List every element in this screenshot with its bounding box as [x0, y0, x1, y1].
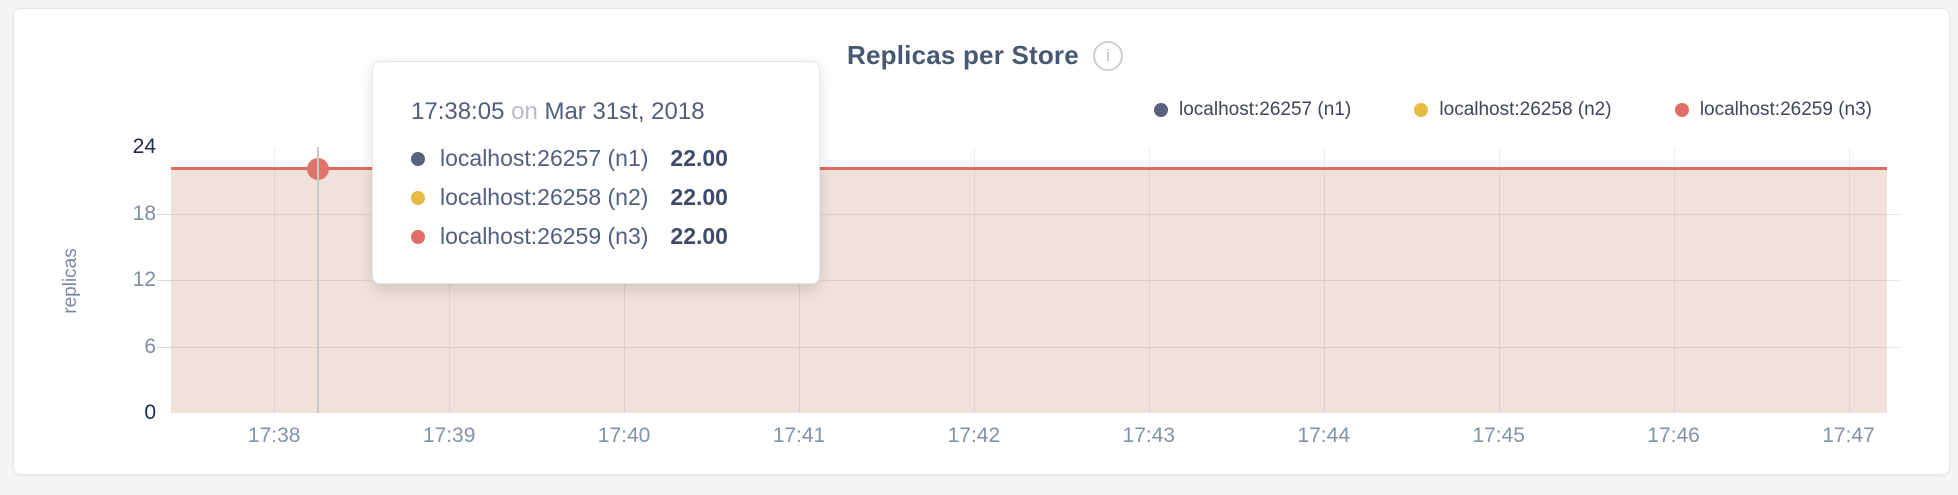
legend-label: localhost:26258 (n2): [1439, 99, 1612, 120]
tooltip-row: localhost:26257 (n1) 22.00: [411, 139, 789, 178]
tooltip-row: localhost:26259 (n3) 22.00: [411, 217, 789, 256]
x-tick-label: 17:46: [1647, 424, 1700, 447]
hover-crosshair-line: [316, 147, 319, 413]
legend-item[interactable]: localhost:26258 (n2): [1414, 99, 1612, 121]
x-tick-label: 17:43: [1122, 424, 1176, 447]
chart-card: Replicas per Store i localhost:26257 (n1…: [13, 8, 1950, 475]
y-axis-labels: 0 6 12 18 24: [66, 9, 156, 495]
legend-label: localhost:26257 (n1): [1179, 99, 1352, 120]
chart-tooltip: 17:38:05 on Mar 31st, 2018 localhost:262…: [372, 61, 820, 284]
y-tick-mark: [157, 280, 171, 281]
legend-item[interactable]: localhost:26257 (n1): [1154, 99, 1351, 121]
y-gridline: [171, 280, 1902, 281]
x-gridline: [1323, 147, 1325, 413]
tooltip-row: localhost:26258 (n2) 22.00: [411, 178, 789, 217]
x-gridline: [1148, 147, 1150, 413]
x-tick-label: 17:42: [947, 424, 1001, 447]
tooltip-series-value: 22.00: [670, 184, 728, 210]
tooltip-time: 17:38:05: [411, 98, 505, 125]
x-gridline: [1673, 147, 1675, 413]
x-gridline: [973, 147, 975, 413]
x-tick-label: 17:39: [422, 424, 476, 447]
tooltip-date: Mar 31st, 2018: [544, 98, 705, 125]
tooltip-series-name: localhost:26259 (n3): [440, 223, 649, 249]
series-color-dot: [411, 151, 425, 166]
x-gridline: [1498, 147, 1500, 413]
x-tick-label: 17:40: [597, 424, 651, 447]
tooltip-timestamp: 17:38:05 on Mar 31st, 2018: [411, 98, 789, 126]
x-tick-label: 17:47: [1822, 424, 1875, 447]
x-tick-label: 17:41: [772, 424, 826, 447]
series-color-dot: [1674, 103, 1689, 117]
y-gridline: [171, 213, 1902, 215]
series-color-dot: [1154, 103, 1168, 117]
tooltip-on-word: on: [511, 98, 538, 125]
series-color-dot: [411, 229, 425, 244]
y-tick-mark: [157, 346, 171, 348]
series-color-dot: [1414, 103, 1429, 117]
x-tick-label: 17:45: [1472, 424, 1525, 447]
tooltip-series-value: 22.00: [670, 223, 728, 249]
y-axis-title: replicas: [60, 248, 81, 314]
y-gridline: [171, 346, 1902, 348]
y-tick-mark: [157, 213, 171, 215]
chart-header: Replicas per Store i: [847, 40, 1123, 71]
x-gridline: [274, 147, 276, 413]
legend-item[interactable]: localhost:26259 (n3): [1674, 99, 1872, 121]
y-tick-label: 12: [132, 268, 156, 291]
y-tick-label: 0: [144, 401, 156, 424]
y-tick-label: 6: [144, 334, 156, 358]
y-tick-label: 18: [132, 201, 156, 225]
x-tick-label: 17:38: [247, 424, 301, 447]
series-line: [171, 167, 1887, 171]
x-gridline: [1848, 147, 1850, 413]
tooltip-series-value: 22.00: [670, 145, 728, 171]
info-icon[interactable]: i: [1092, 40, 1123, 71]
chart-legend: localhost:26257 (n1) localhost:26258 (n2)…: [1154, 99, 1872, 121]
tooltip-series-name: localhost:26257 (n1): [440, 145, 649, 171]
series-color-dot: [411, 190, 425, 205]
y-tick-label: 24: [132, 135, 156, 158]
tooltip-series-name: localhost:26258 (n2): [440, 184, 649, 210]
x-tick-label: 17:44: [1297, 424, 1351, 447]
legend-label: localhost:26259 (n3): [1699, 99, 1872, 120]
chart-title: Replicas per Store: [847, 40, 1079, 70]
tooltip-rows: localhost:26257 (n1) 22.00 localhost:26258…: [411, 139, 789, 256]
